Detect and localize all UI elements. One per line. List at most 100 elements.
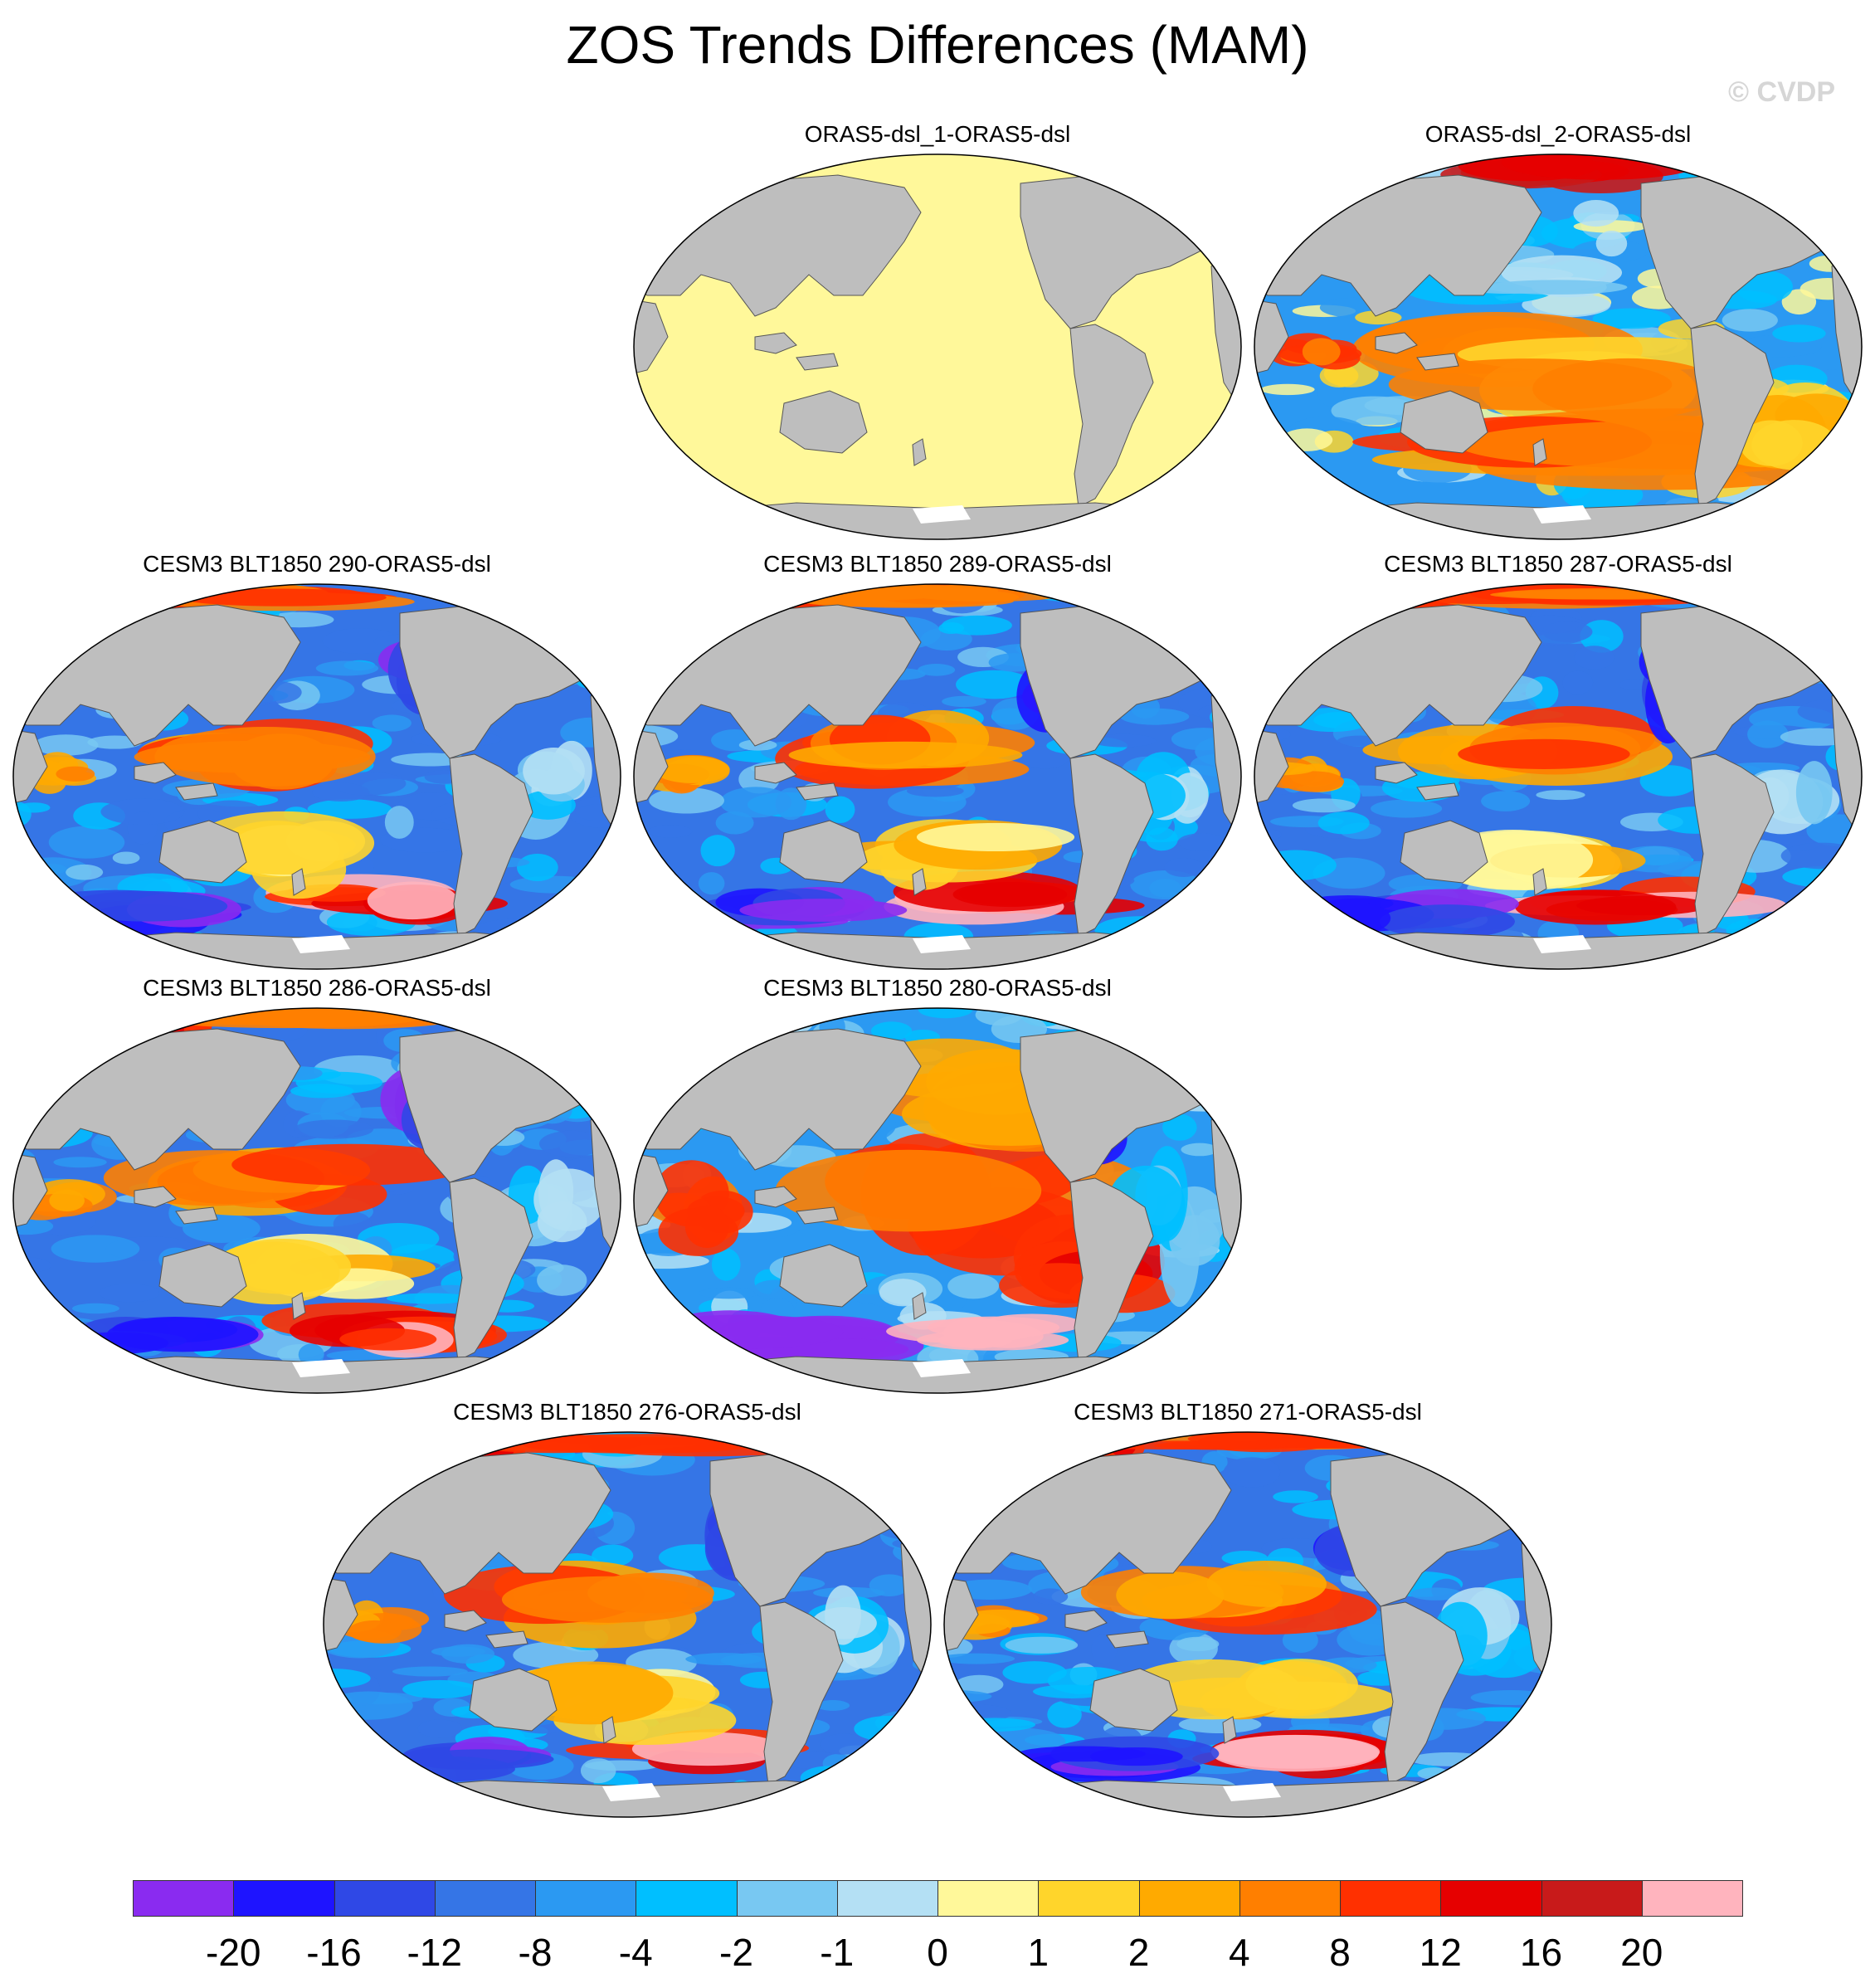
ocean-patch	[955, 1674, 1004, 1694]
ocean-patch	[666, 888, 701, 914]
ocean-patch	[13, 1217, 54, 1235]
ocean-patch	[1273, 1490, 1318, 1503]
anomaly-patch	[1206, 1561, 1327, 1607]
land-mass	[634, 1152, 669, 1229]
ocean-patch	[979, 1488, 1009, 1511]
ocean-patch	[1522, 292, 1611, 318]
ocean-patch	[906, 785, 964, 797]
anomaly-patch	[231, 1143, 471, 1186]
panel-title: CESM3 BLT1850 287-ORAS5-dsl	[1384, 551, 1732, 577]
ocean-patch	[1772, 324, 1826, 343]
land-mass	[1405, 1432, 1481, 1458]
ice-shelf	[292, 1359, 350, 1377]
land-mass	[912, 1292, 927, 1320]
ocean-patch	[1741, 518, 1790, 539]
ocean-patch	[944, 1483, 969, 1493]
ocean-patch	[392, 1666, 468, 1677]
ocean-field	[634, 154, 1241, 539]
ocean-patch	[1800, 154, 1862, 173]
ice-shelf	[913, 505, 971, 524]
ocean-patch	[580, 1008, 618, 1020]
ocean-patch	[573, 1367, 601, 1393]
ocean-patch	[99, 1284, 160, 1303]
land-mass	[779, 820, 868, 884]
anomaly-patch	[642, 1314, 844, 1349]
ocean-patch	[586, 856, 621, 888]
land-mass	[1375, 762, 1418, 784]
ocean-patch	[52, 1357, 119, 1384]
ocean-patch	[865, 1795, 922, 1812]
ocean-patch	[1281, 428, 1333, 451]
ocean-patch	[1178, 1715, 1262, 1734]
land-mass	[158, 820, 247, 884]
ocean-patch	[1820, 625, 1862, 638]
ocean-patch	[1580, 620, 1624, 653]
colorbar-swatch	[736, 1880, 838, 1917]
ocean-patch	[1469, 1470, 1521, 1500]
ocean-patch	[87, 735, 143, 749]
ocean-patch	[550, 929, 583, 961]
ocean-patch	[1317, 811, 1370, 835]
ocean-patch	[1300, 926, 1344, 943]
anomaly-patch	[775, 1149, 1042, 1232]
ocean-patch	[1090, 733, 1157, 748]
colorbar-tick-label: -2	[719, 1931, 753, 1974]
colorbar-tick-label: 20	[1620, 1931, 1663, 1974]
ocean-patch	[531, 619, 612, 649]
ocean-patch	[1149, 879, 1182, 898]
ocean-patch	[1790, 162, 1819, 190]
land-mass	[779, 390, 868, 454]
ocean-patch	[918, 664, 956, 676]
colorbar-tick-label: 0	[927, 1931, 948, 1974]
map-panel: CESM3 BLT1850 276-ORAS5-dsl	[320, 1398, 934, 1821]
land-mass	[1715, 154, 1791, 180]
ocean-patch	[938, 622, 965, 635]
land-mass	[601, 1716, 616, 1744]
colorbar	[133, 1880, 1743, 1918]
ocean-patch	[582, 914, 616, 926]
land-mass	[1532, 868, 1547, 896]
ocean-patch	[1288, 945, 1316, 962]
ocean-patch	[658, 1008, 745, 1029]
ocean-patch	[719, 787, 792, 818]
ocean-patch	[1411, 1436, 1444, 1463]
ocean-patch	[1749, 937, 1830, 969]
colorbar-swatch	[636, 1880, 738, 1917]
ocean-patch	[1338, 584, 1369, 601]
ocean-patch	[567, 881, 621, 909]
colorbar-tick-label: 4	[1228, 1931, 1250, 1974]
land-mass	[1094, 584, 1171, 610]
ocean-patch	[1798, 154, 1854, 170]
colorbar-swatch	[1239, 1880, 1341, 1917]
map-border	[323, 1431, 932, 1818]
ocean-patch	[634, 1245, 645, 1276]
ocean-patch	[333, 1211, 372, 1237]
ocean-patch	[1481, 791, 1531, 811]
ocean-patch	[1176, 1636, 1220, 1652]
land-mass	[1416, 353, 1459, 371]
ocean-patch	[417, 1719, 462, 1738]
colorbar-tick-label: -1	[820, 1931, 855, 1974]
land-mass	[134, 1186, 177, 1208]
ocean-patch	[1271, 460, 1301, 480]
land-mass	[634, 299, 669, 375]
ocean-patch	[653, 949, 707, 969]
ocean-patch	[13, 1352, 77, 1373]
anomaly-patch	[178, 588, 387, 607]
panel-title: CESM3 BLT1850 286-ORAS5-dsl	[143, 975, 491, 1001]
ocean-patch	[842, 1800, 921, 1817]
ocean-patch	[634, 594, 669, 621]
ocean-patch	[90, 940, 158, 960]
ocean-patch	[1254, 947, 1317, 962]
ocean-patch	[800, 1766, 859, 1791]
robinson-map	[1254, 153, 1863, 540]
ocean-patch	[72, 1303, 119, 1314]
colorbar-swatch	[938, 1880, 1040, 1917]
ocean-patch	[1312, 922, 1356, 955]
ice-shelf	[1533, 935, 1591, 953]
land-mass	[1715, 584, 1791, 610]
robinson-map	[633, 1007, 1242, 1394]
ocean-patch	[715, 811, 754, 835]
ocean-patch	[307, 799, 392, 819]
colorbar-tick-label: 2	[1127, 1931, 1150, 1974]
